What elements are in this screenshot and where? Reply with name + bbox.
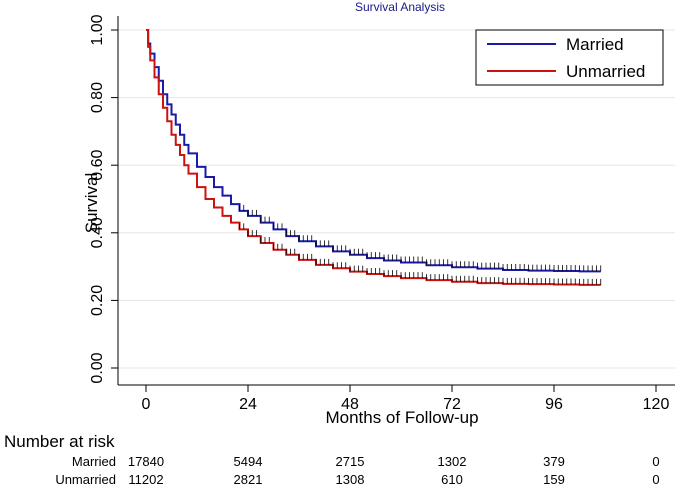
x-tick-label: 0 (142, 396, 151, 413)
risk-row-label: Married (72, 454, 116, 469)
risk-count: 1308 (336, 472, 365, 485)
y-tick-label: 0.20 (89, 285, 106, 316)
x-tick-label: 48 (341, 396, 359, 413)
risk-count: 610 (441, 472, 463, 485)
x-tick-label: 24 (239, 396, 257, 413)
x-tick-label: 120 (643, 396, 670, 413)
y-tick-label: 0.60 (89, 150, 106, 181)
legend-box (475, 29, 664, 86)
risk-count: 5494 (234, 454, 263, 469)
censor-marks (239, 223, 602, 285)
risk-table-header: Number at risk (4, 432, 115, 451)
risk-count: 379 (543, 454, 565, 469)
x-tick-label: 72 (443, 396, 461, 413)
y-tick-label: 0.00 (89, 352, 106, 383)
risk-table: Married 17840 5494 2715 1302 379 0 Unmarried 112… (55, 454, 659, 485)
risk-count: 11202 (128, 472, 163, 485)
legend: Married Unmarried (475, 29, 664, 86)
risk-count: 0 (652, 454, 659, 469)
x-axis-label: Months of Follow-up (325, 408, 478, 427)
legend-label-married: Married (566, 35, 624, 54)
gridlines (118, 29, 675, 369)
risk-count: 1302 (438, 454, 467, 469)
y-axis-label: Survival (82, 173, 101, 233)
legend-label-unmarried: Unmarried (566, 62, 645, 81)
risk-count: 2821 (234, 472, 263, 485)
chart-title: Survival Analysis (355, 0, 445, 14)
risk-count: 17840 (128, 454, 164, 469)
y-tick-label: 1.00 (89, 14, 106, 45)
series-unmarried (146, 29, 602, 286)
risk-count: 2715 (336, 454, 365, 469)
censor-marks (239, 204, 602, 272)
risk-count: 0 (652, 472, 659, 485)
y-tick-label: 0.80 (89, 82, 106, 113)
risk-row-label: Unmarried (55, 472, 116, 485)
y-tick-label: 0.40 (89, 217, 106, 248)
x-tick-label: 96 (545, 396, 563, 413)
risk-count: 159 (543, 472, 565, 485)
series-married (146, 29, 602, 273)
axes: 0.00 0.20 0.40 0.60 0.80 1.00 0 24 48 72 96 120 (89, 14, 675, 413)
series-lines (146, 29, 602, 286)
